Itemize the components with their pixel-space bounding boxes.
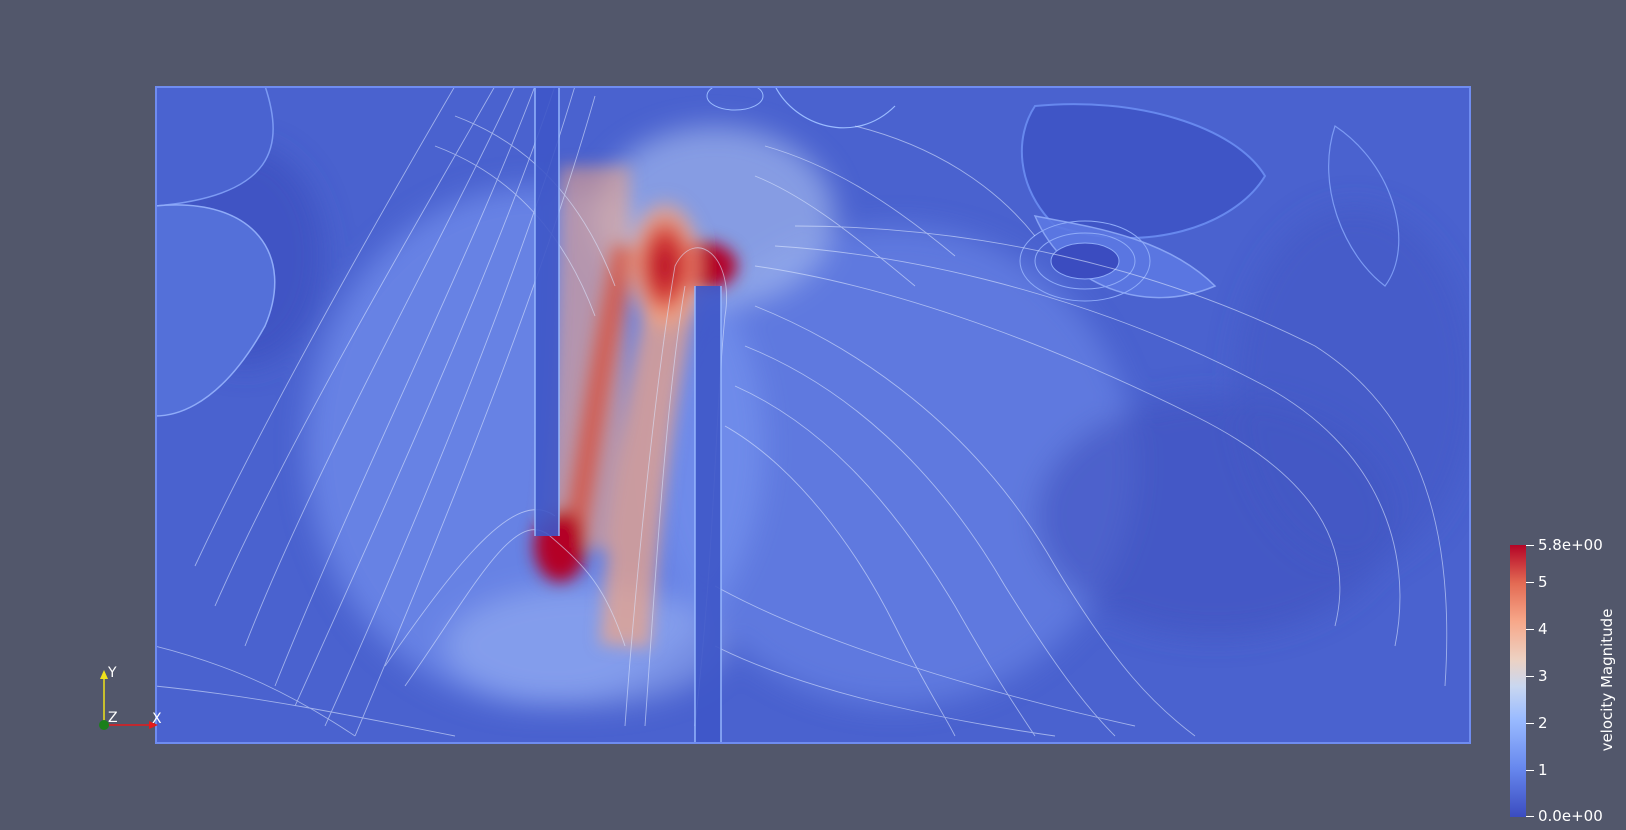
velocity-field-image [155, 86, 1471, 744]
streamlines [155, 86, 1448, 737]
x-axis-label: X [152, 711, 162, 727]
y-axis-arrow [100, 670, 108, 679]
colorbar-tick-4 [1526, 629, 1534, 630]
colorbar-tick-1 [1526, 770, 1534, 771]
colorbar-tick-2 [1526, 723, 1534, 724]
colorbar-tick-label-4: 4 [1538, 620, 1548, 638]
colorbar-max-label: 5.8e+00 [1538, 536, 1603, 554]
colorbar-tick-label-2: 2 [1538, 714, 1548, 732]
recirculation-zones [155, 86, 1400, 417]
z-axis-origin [99, 720, 109, 730]
high-velocity-jet [534, 165, 737, 648]
domain-boundary [155, 86, 1471, 744]
colorbar-min-label: 0.0e+00 [1538, 807, 1603, 825]
colorbar-tick-max [1526, 545, 1534, 546]
color-legend: 5.8e+00 5 4 3 2 1 0.0e+00 [1510, 537, 1620, 825]
axes-triad [99, 670, 158, 730]
colorbar-tick-label-5: 5 [1538, 573, 1548, 591]
right-baffle [695, 286, 721, 744]
z-axis-label: Z [108, 710, 118, 726]
colorbar-tick-min [1526, 816, 1534, 817]
colorbar-tick-label-3: 3 [1538, 667, 1548, 685]
velocity-field-plot[interactable] [155, 86, 1471, 744]
colorbar-gradient [1510, 545, 1526, 817]
colorbar-tick-3 [1526, 676, 1534, 677]
left-baffle [535, 86, 559, 536]
x-axis-arrow [149, 721, 158, 729]
y-axis-label: Y [108, 665, 117, 681]
orientation-axes: Y Z X [94, 664, 174, 734]
colorbar-tick-5 [1526, 582, 1534, 583]
colorbar-title: velocity Magnitude [1598, 608, 1616, 752]
colorbar-tick-label-1: 1 [1538, 761, 1548, 779]
